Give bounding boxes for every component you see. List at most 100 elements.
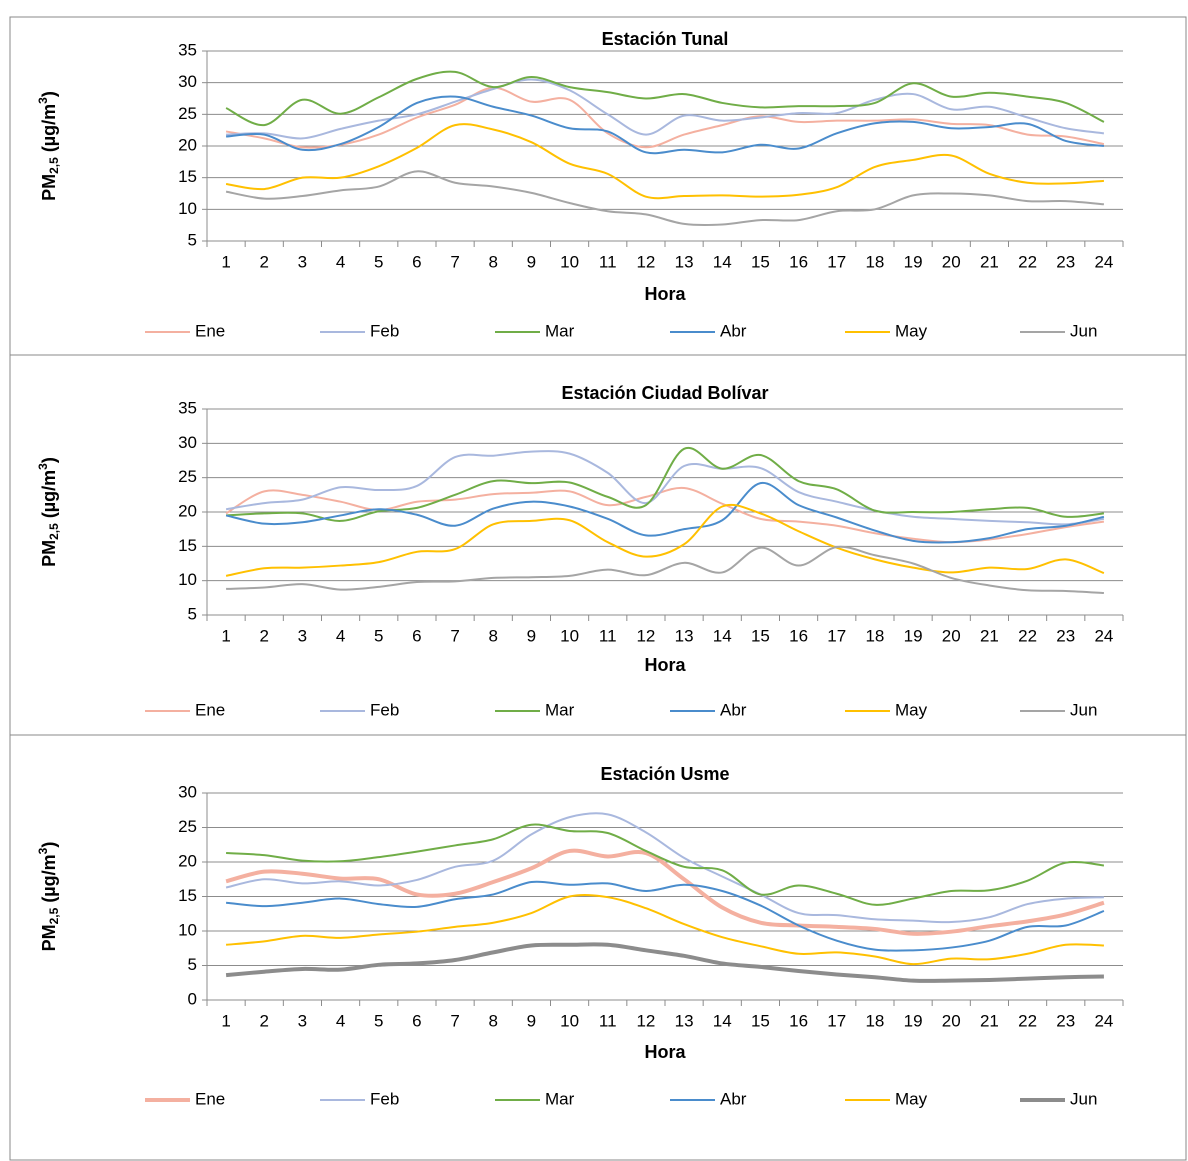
y-tick-label: 5	[188, 955, 197, 974]
legend-label: May	[895, 700, 928, 719]
x-tick-label: 7	[450, 1011, 459, 1030]
x-tick-label: 1	[221, 252, 230, 271]
x-tick-label: 1	[221, 626, 230, 645]
x-tick-label: 21	[980, 1011, 999, 1030]
series-line	[226, 545, 1104, 595]
series-line	[225, 170, 1105, 227]
x-tick-label: 24	[1094, 252, 1113, 271]
y-axis-title-part: PM	[39, 924, 59, 951]
y-tick-label: 25	[178, 467, 197, 486]
series-line	[226, 823, 1105, 906]
y-tick-label: 10	[178, 920, 197, 939]
x-tick-label: 2	[260, 252, 269, 271]
x-tick-label: 22	[1018, 626, 1037, 645]
y-tick-label: 30	[178, 782, 197, 801]
y-axis-title-part: 2,5	[47, 523, 61, 540]
x-tick-label: 16	[789, 626, 808, 645]
y-axis-title: PM2,5 (µg/m3)	[36, 842, 61, 952]
x-tick-label: 3	[298, 626, 307, 645]
legend-label: Ene	[195, 1089, 225, 1108]
x-tick-label: 21	[980, 252, 999, 271]
y-tick-label: 25	[178, 104, 197, 123]
x-axis-title: Hora	[644, 655, 686, 675]
series-line	[225, 880, 1105, 952]
x-tick-label: 9	[527, 626, 536, 645]
legend-label: Mar	[545, 700, 575, 719]
legend-label: Abr	[720, 700, 747, 719]
x-tick-label: 8	[489, 252, 498, 271]
y-tick-label: 20	[178, 135, 197, 154]
y-tick-label: 10	[178, 199, 197, 218]
x-tick-label: 10	[560, 1011, 579, 1030]
y-tick-label: 35	[178, 398, 197, 417]
y-axis-title-part: )	[39, 842, 59, 848]
y-axis-title-part: (µg/m	[39, 104, 59, 157]
y-axis-title-part: 3	[36, 463, 50, 470]
chart-title: Estación Usme	[600, 764, 729, 784]
series-line	[225, 450, 1105, 526]
x-tick-label: 20	[942, 252, 961, 271]
x-tick-label: 23	[1056, 252, 1075, 271]
x-tick-label: 17	[827, 626, 846, 645]
series-line	[225, 894, 1104, 966]
y-tick-label: 20	[178, 851, 197, 870]
legend-label: Mar	[545, 1089, 575, 1108]
x-tick-label: 11	[599, 252, 617, 271]
chart-title: Estación Ciudad Bolívar	[561, 383, 768, 403]
x-tick-label: 7	[450, 626, 459, 645]
y-tick-label: 5	[188, 230, 197, 249]
y-axis-title-part: 2,5	[47, 157, 61, 174]
legend-label: Abr	[720, 321, 747, 340]
x-tick-label: 20	[942, 626, 961, 645]
x-tick-label: 4	[336, 252, 345, 271]
series-line	[225, 123, 1104, 200]
y-tick-label: 30	[178, 72, 197, 91]
y-tick-label: 10	[178, 570, 197, 589]
x-tick-label: 21	[980, 626, 999, 645]
legend-label: Ene	[195, 700, 225, 719]
legend-label: Jun	[1070, 321, 1097, 340]
legend-label: Abr	[720, 1089, 747, 1108]
x-tick-label: 18	[865, 1011, 884, 1030]
x-tick-label: 6	[412, 252, 421, 271]
series-line	[225, 848, 1105, 936]
x-tick-label: 17	[827, 252, 846, 271]
y-axis-title-part: 3	[36, 847, 50, 854]
x-tick-label: 10	[560, 252, 579, 271]
legend-label: May	[895, 1089, 928, 1108]
series-line	[225, 812, 1104, 924]
x-tick-label: 19	[904, 252, 923, 271]
series-line	[225, 70, 1105, 127]
legend-label: May	[895, 321, 928, 340]
y-tick-label: 25	[178, 817, 197, 836]
x-tick-label: 7	[450, 252, 459, 271]
x-tick-label: 14	[713, 252, 732, 271]
y-axis-title-part: 3	[36, 97, 50, 104]
series-line	[225, 86, 1105, 149]
x-tick-label: 12	[636, 626, 655, 645]
x-tick-label: 16	[789, 1011, 808, 1030]
legend-label: Feb	[370, 700, 399, 719]
x-tick-label: 13	[675, 1011, 694, 1030]
x-tick-label: 8	[489, 626, 498, 645]
x-tick-label: 15	[751, 252, 770, 271]
x-tick-label: 23	[1056, 626, 1075, 645]
x-tick-label: 23	[1056, 1011, 1075, 1030]
x-tick-label: 14	[713, 626, 732, 645]
x-axis-title: Hora	[644, 1042, 686, 1062]
y-axis-title-part: )	[39, 457, 59, 463]
y-tick-label: 15	[178, 167, 197, 186]
x-tick-label: 18	[865, 252, 884, 271]
legend-label: Feb	[370, 321, 399, 340]
legend-label: Mar	[545, 321, 575, 340]
x-tick-label: 11	[599, 1011, 617, 1030]
x-tick-label: 19	[904, 626, 923, 645]
x-tick-label: 13	[675, 252, 694, 271]
legend-label: Feb	[370, 1089, 399, 1108]
x-tick-label: 18	[865, 626, 884, 645]
x-tick-label: 13	[675, 626, 694, 645]
y-tick-label: 20	[178, 501, 197, 520]
legend-label: Ene	[195, 321, 225, 340]
x-tick-label: 3	[298, 1011, 307, 1030]
